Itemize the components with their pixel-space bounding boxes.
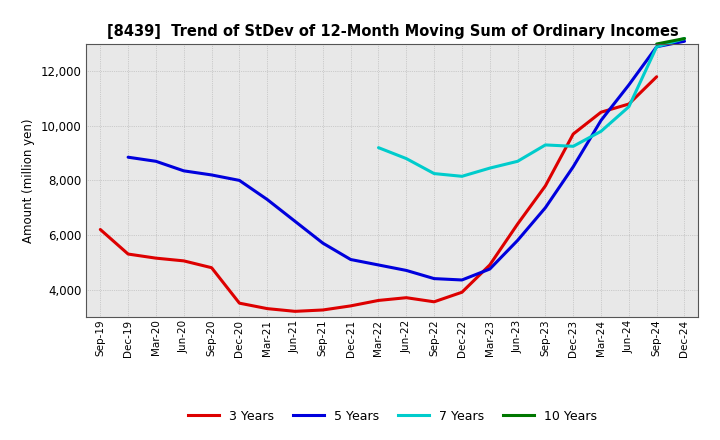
Y-axis label: Amount (million yen): Amount (million yen) — [22, 118, 35, 242]
Title: [8439]  Trend of StDev of 12-Month Moving Sum of Ordinary Incomes: [8439] Trend of StDev of 12-Month Moving… — [107, 24, 678, 39]
5 Years — [513, 238, 522, 243]
Line: 5 Years: 5 Years — [128, 41, 685, 280]
5 Years — [569, 164, 577, 169]
5 Years — [346, 257, 355, 262]
3 Years — [624, 101, 633, 106]
5 Years — [152, 159, 161, 164]
3 Years — [374, 298, 383, 303]
3 Years — [346, 303, 355, 308]
3 Years — [124, 251, 132, 257]
7 Years — [680, 36, 689, 41]
3 Years — [179, 258, 188, 264]
7 Years — [430, 171, 438, 176]
3 Years — [402, 295, 410, 301]
Line: 10 Years: 10 Years — [657, 39, 685, 44]
3 Years — [263, 306, 271, 311]
7 Years — [541, 142, 550, 147]
7 Years — [569, 143, 577, 149]
Line: 7 Years: 7 Years — [379, 39, 685, 176]
3 Years — [569, 132, 577, 137]
5 Years — [624, 82, 633, 88]
5 Years — [179, 168, 188, 173]
7 Years — [513, 159, 522, 164]
7 Years — [597, 128, 606, 134]
5 Years — [374, 262, 383, 268]
5 Years — [318, 241, 327, 246]
3 Years — [485, 262, 494, 268]
5 Years — [541, 205, 550, 210]
7 Years — [485, 165, 494, 171]
5 Years — [485, 266, 494, 271]
5 Years — [263, 197, 271, 202]
5 Years — [291, 219, 300, 224]
7 Years — [652, 44, 661, 49]
5 Years — [430, 276, 438, 281]
5 Years — [402, 268, 410, 273]
5 Years — [597, 118, 606, 123]
5 Years — [680, 39, 689, 44]
5 Years — [207, 172, 216, 178]
3 Years — [541, 183, 550, 188]
7 Years — [374, 145, 383, 150]
10 Years — [652, 41, 661, 47]
3 Years — [235, 301, 243, 306]
3 Years — [96, 227, 104, 232]
5 Years — [652, 44, 661, 49]
5 Years — [458, 277, 467, 282]
3 Years — [152, 256, 161, 261]
3 Years — [207, 265, 216, 270]
Legend: 3 Years, 5 Years, 7 Years, 10 Years: 3 Years, 5 Years, 7 Years, 10 Years — [183, 405, 602, 428]
7 Years — [402, 156, 410, 161]
7 Years — [624, 104, 633, 110]
Line: 3 Years: 3 Years — [100, 77, 657, 312]
3 Years — [318, 307, 327, 312]
7 Years — [458, 174, 467, 179]
3 Years — [291, 309, 300, 314]
3 Years — [513, 221, 522, 227]
5 Years — [124, 154, 132, 160]
3 Years — [458, 290, 467, 295]
3 Years — [430, 299, 438, 304]
10 Years — [680, 36, 689, 41]
5 Years — [235, 178, 243, 183]
3 Years — [652, 74, 661, 79]
3 Years — [597, 110, 606, 115]
